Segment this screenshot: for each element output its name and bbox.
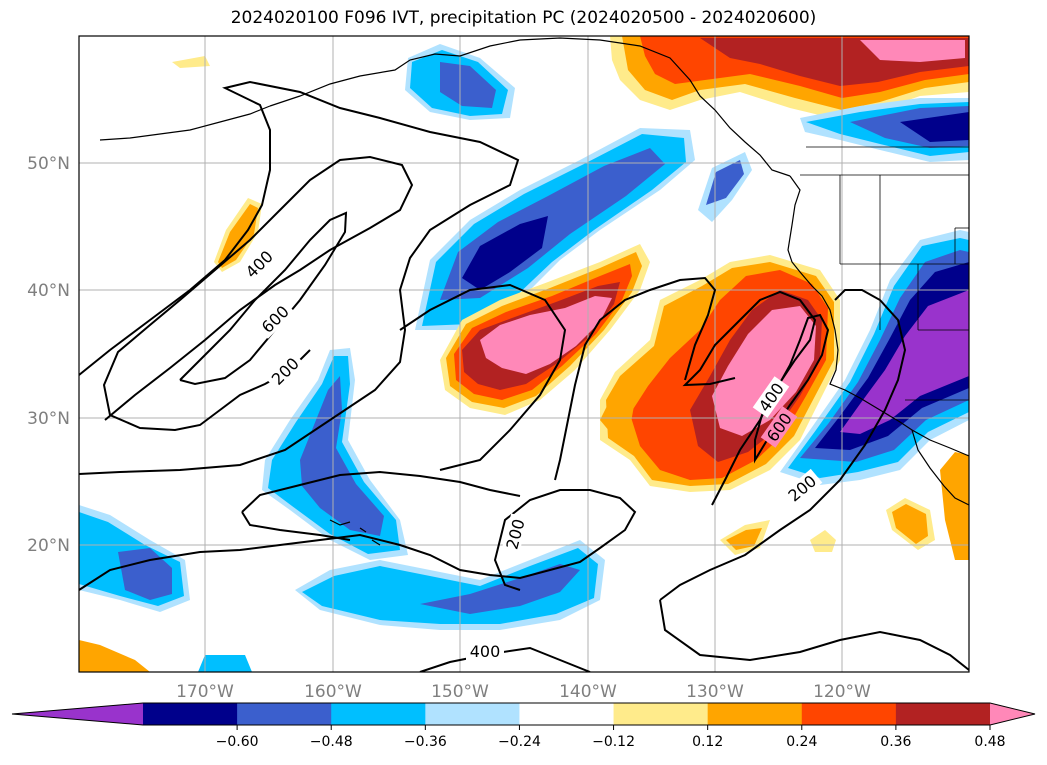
colorbar-segment (895, 703, 991, 725)
positive-patch-se4 (810, 530, 836, 552)
map-frame (78, 35, 970, 673)
political-borders (800, 146, 969, 401)
ivt-600-west (179, 211, 348, 386)
ivt-200-west (79, 80, 520, 475)
colorbar-tick-label: 0.48 (974, 734, 1005, 750)
colorbar-segment (331, 703, 426, 725)
negative-area-canada-4 (900, 112, 969, 142)
ivt-200-mid (79, 489, 637, 591)
positive-patch-se1-2 (892, 504, 928, 544)
ivt-400-east (554, 276, 717, 481)
lon-label: 150°W (431, 682, 489, 702)
colorbar-extend-high (990, 703, 1035, 725)
contour-labels: 400 600 200 200 400 400 600 200 (239, 244, 823, 661)
negative-area-south-2 (302, 548, 598, 624)
colorbar-segment (425, 703, 520, 725)
positive-patch-mid (600, 380, 635, 432)
positive-patch-top (172, 56, 210, 68)
positive-area-east-5 (712, 306, 816, 436)
lon-label: 120°W (813, 682, 871, 702)
hawaii (329, 519, 381, 546)
colorbar-segment (613, 703, 709, 725)
lon-label: 130°W (686, 682, 744, 702)
colorbar: −0.60 −0.48 −0.36 −0.24 −0.12 0.12 0.24 0.36 0.4… (11, 702, 1036, 750)
colorbar-segment (801, 703, 897, 725)
ivt-200-east-outer (659, 289, 907, 601)
lat-label: 50°N (27, 154, 70, 174)
colorbar-extend-low (12, 703, 143, 725)
colorbar-tick-label: −0.36 (404, 734, 447, 750)
negative-area-central-3 (300, 376, 384, 536)
negative-area-southwest-3 (118, 548, 172, 600)
ivt-200-east (399, 283, 567, 471)
positive-patch-sw (79, 640, 150, 672)
positive-area-north-core4 (860, 40, 965, 62)
colorbar-ticks: −0.60 −0.48 −0.36 −0.24 −0.12 0.12 0.24 0.36 0.4… (216, 725, 1006, 750)
lat-label: 20°N (27, 536, 70, 556)
negative-area-alaska-3 (440, 62, 496, 108)
colorbar-segments (12, 703, 1035, 725)
positive-area-central-5 (480, 296, 612, 374)
colorbar-tick-label: −0.24 (498, 734, 541, 750)
ivt-400-east-2 (682, 290, 817, 506)
baja-coast (911, 429, 969, 506)
colorbar-tick-label: 0.36 (880, 734, 911, 750)
lon-labels: 170°W 160°W 150°W 140°W 130°W 120°W (176, 682, 871, 702)
colorbar-tick-label: −0.12 (592, 734, 635, 750)
positive-patch-west-2 (218, 204, 258, 268)
negative-area-band-4 (462, 216, 548, 290)
colorbar-tick-label: −0.48 (310, 734, 353, 750)
colorbar-segment (707, 703, 803, 725)
colorbar-tick-label: −0.60 (216, 734, 259, 750)
colorbar-outline (11, 702, 1036, 726)
lon-label: 170°W (176, 682, 234, 702)
bc-coast (787, 175, 969, 457)
lat-label: 30°N (27, 409, 70, 429)
lon-label: 160°W (304, 682, 362, 702)
ivt-200-bottom (659, 599, 969, 671)
map-title: 2024020100 F096 IVT, precipitation PC (2… (230, 8, 817, 28)
coastlines (99, 37, 969, 546)
ivt-400-bottom (419, 646, 591, 672)
colorbar-segment (519, 703, 615, 725)
lat-labels: 50°N 40°N 30°N 20°N (27, 154, 70, 556)
colorbar-tick-label: 0.24 (786, 734, 817, 750)
map-area: 400 600 200 200 400 400 600 200 (79, 36, 969, 672)
lon-label: 140°W (559, 682, 617, 702)
alaska-coast (269, 37, 791, 177)
colorbar-segment (143, 703, 238, 725)
contour-label: 400 (470, 642, 501, 661)
negative-area-bottom (198, 655, 252, 672)
colorbar-tick-label: 0.12 (692, 734, 723, 750)
ivt-200-loop (241, 470, 521, 541)
colorbar-segment (237, 703, 332, 725)
aleutians (99, 105, 271, 141)
positive-patch-se2 (940, 452, 969, 560)
negative-area-east-5 (840, 290, 969, 434)
ivt-400-west (102, 155, 414, 432)
lat-label: 40°N (27, 281, 70, 301)
